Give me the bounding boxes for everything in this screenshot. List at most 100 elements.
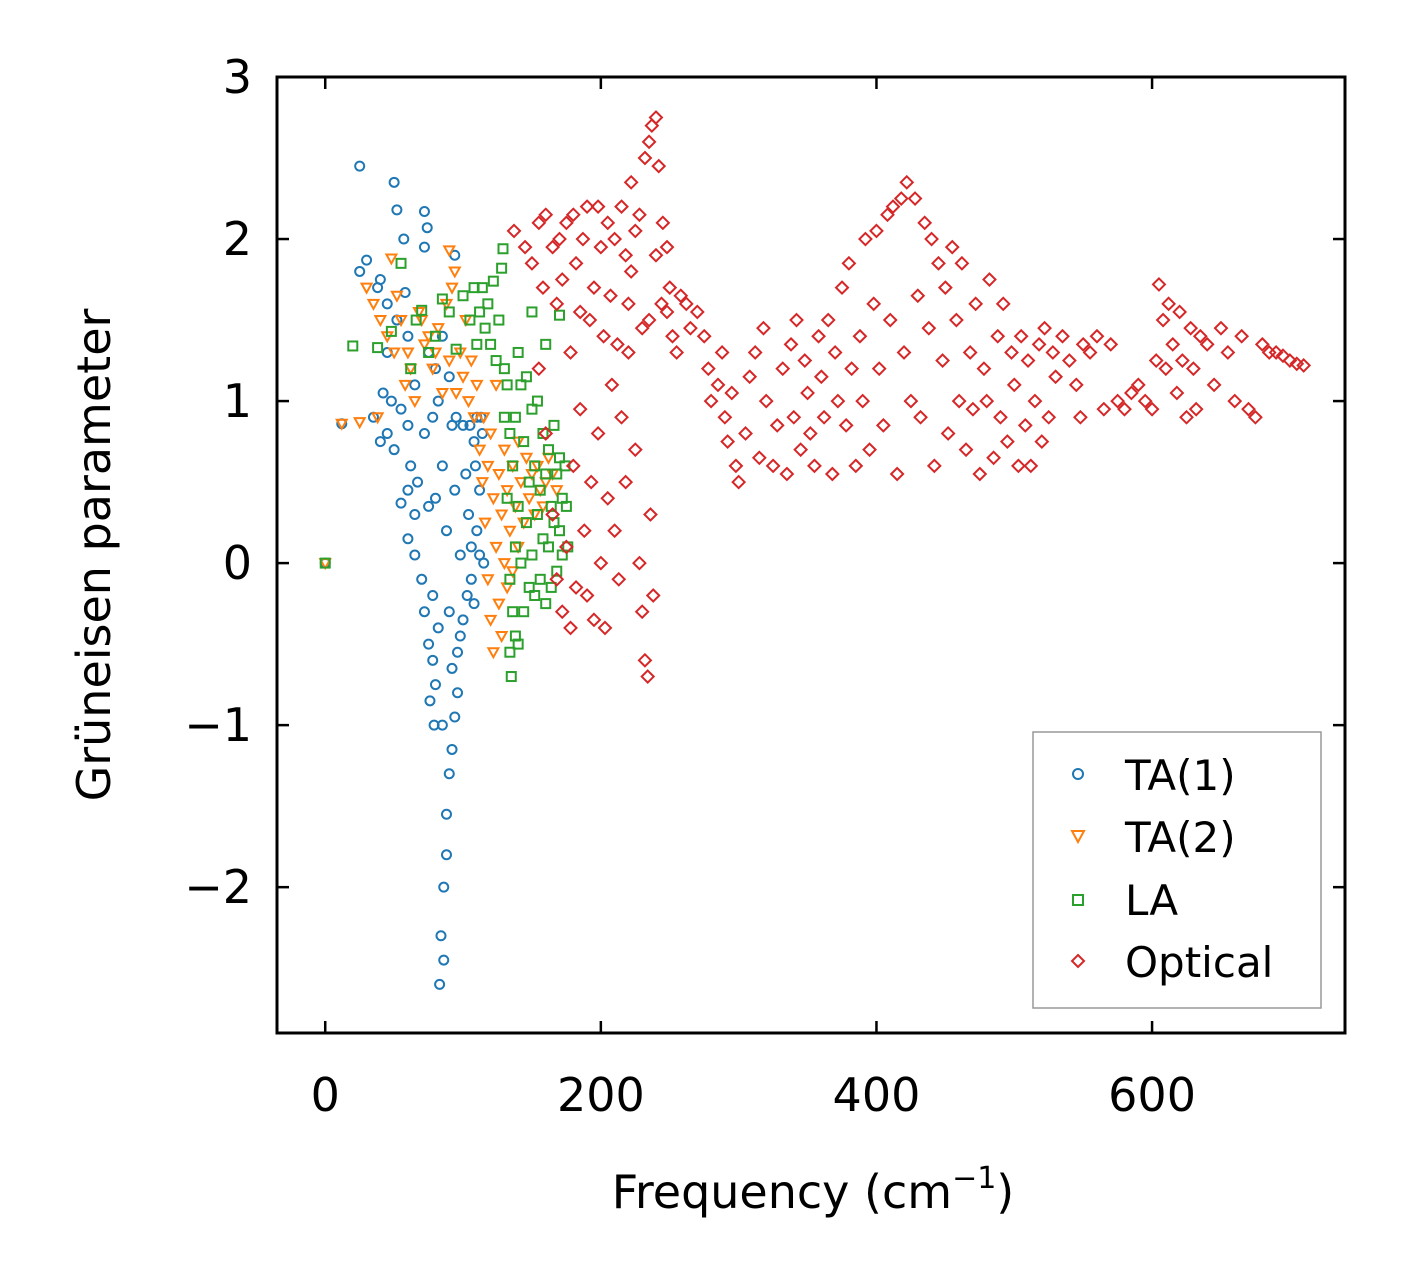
data-point	[986, 450, 1002, 466]
data-point	[454, 549, 466, 561]
data-point	[940, 426, 956, 441]
data-point	[848, 458, 864, 474]
data-point	[797, 353, 813, 368]
data-point	[962, 345, 978, 360]
data-point	[1055, 328, 1070, 344]
data-point	[401, 347, 415, 360]
data-point	[972, 466, 988, 482]
data-point	[1103, 336, 1119, 352]
data-point	[494, 509, 509, 522]
data-point	[954, 255, 970, 271]
data-point	[427, 590, 439, 602]
data-point	[834, 280, 850, 296]
data-point	[518, 436, 530, 448]
data-point	[507, 606, 519, 618]
legend-marker-la	[1072, 894, 1084, 906]
data-point	[1110, 393, 1126, 409]
data-point	[637, 652, 653, 668]
data-point	[409, 549, 421, 561]
data-point	[431, 323, 445, 336]
data-point	[1248, 409, 1263, 425]
data-point	[696, 328, 712, 344]
data-point	[537, 533, 549, 545]
data-point	[844, 361, 860, 377]
data-point	[498, 363, 510, 375]
data-point	[443, 768, 455, 780]
data-point	[559, 460, 571, 472]
data-point	[436, 460, 448, 472]
data-point	[464, 314, 476, 326]
data-point	[655, 215, 671, 231]
data-point	[1174, 353, 1190, 368]
x-tick-label: 400	[833, 1068, 921, 1122]
data-point	[435, 930, 447, 942]
data-point	[648, 110, 664, 125]
data-point	[457, 614, 469, 626]
data-point	[443, 371, 455, 383]
data-point	[765, 458, 781, 474]
data-point	[512, 638, 524, 650]
data-point	[531, 395, 543, 407]
data-point	[506, 223, 522, 239]
data-point	[1179, 409, 1194, 425]
data-point	[885, 199, 901, 215]
data-point	[529, 590, 541, 602]
data-point	[395, 257, 407, 269]
data-point	[896, 345, 912, 360]
data-point	[457, 290, 469, 302]
data-point	[926, 458, 942, 474]
data-point	[775, 361, 791, 377]
data-point	[423, 638, 435, 650]
data-point	[731, 474, 747, 490]
data-point	[789, 312, 804, 328]
data-point	[352, 417, 367, 430]
data-point	[402, 533, 414, 545]
data-point	[982, 272, 997, 287]
data-point	[1213, 320, 1229, 336]
data-point	[1169, 385, 1185, 401]
data-point	[816, 409, 832, 425]
data-point	[593, 239, 609, 255]
data-point	[523, 581, 535, 593]
data-point	[398, 379, 412, 392]
data-point	[504, 573, 516, 585]
data-point	[659, 304, 675, 320]
data-point	[517, 239, 533, 255]
data-point	[665, 328, 680, 344]
data-point	[747, 345, 763, 360]
data-point	[354, 265, 366, 277]
data-point	[483, 428, 498, 441]
data-point	[565, 207, 581, 223]
legend-label-optical: Optical	[1125, 938, 1273, 987]
data-point	[395, 497, 407, 509]
data-point	[405, 363, 417, 375]
legend-marker-ta2	[1070, 830, 1086, 845]
data-point	[535, 280, 551, 296]
data-point	[501, 492, 513, 504]
data-point	[1241, 401, 1256, 417]
data-point	[374, 274, 386, 286]
data-point	[460, 468, 472, 480]
data-point	[489, 541, 503, 554]
data-point	[402, 484, 414, 496]
data-point	[758, 393, 774, 409]
data-point	[673, 288, 689, 304]
data-point	[852, 328, 868, 344]
data-point	[563, 620, 578, 636]
data-point	[522, 493, 536, 506]
data-point	[554, 309, 566, 321]
data-point	[398, 233, 410, 245]
data-point	[441, 808, 453, 820]
data-point	[811, 328, 826, 344]
data-point	[452, 646, 464, 658]
data-point	[618, 474, 634, 490]
data-point	[648, 247, 664, 263]
data-point	[572, 304, 588, 320]
data-point	[1144, 401, 1160, 417]
data-point	[1199, 336, 1215, 352]
data-point	[492, 598, 506, 611]
data-point	[769, 417, 785, 433]
data-point	[1096, 401, 1112, 417]
data-point	[995, 296, 1011, 312]
data-point	[756, 320, 771, 336]
